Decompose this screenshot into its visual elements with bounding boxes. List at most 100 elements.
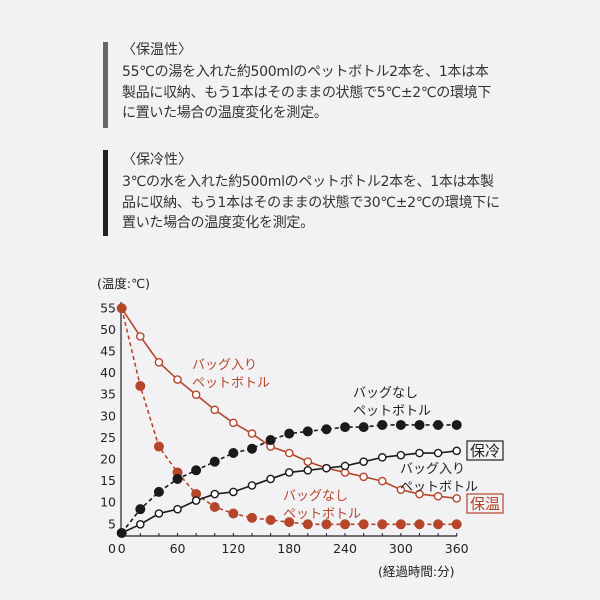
data-point <box>303 457 313 466</box>
data-point <box>266 474 275 484</box>
y-tick-label: 10 <box>100 495 116 510</box>
data-point <box>246 512 257 523</box>
data-point <box>302 519 313 530</box>
data-point <box>396 485 406 495</box>
data-point <box>340 461 350 471</box>
data-point <box>210 405 220 415</box>
y-tick-label: 45 <box>100 344 116 359</box>
data-point <box>415 489 424 499</box>
data-point <box>247 481 257 490</box>
x-tick-label: 240 <box>333 541 357 556</box>
data-point <box>153 441 164 452</box>
data-point <box>116 303 127 314</box>
data-point <box>452 446 462 456</box>
data-point <box>377 419 388 430</box>
data-point <box>284 517 295 528</box>
data-point <box>321 424 332 435</box>
section-bar-cold <box>103 150 108 236</box>
data-point <box>340 519 351 530</box>
data-point <box>265 514 276 525</box>
y-tick-label: 15 <box>100 473 116 488</box>
section-text: 55℃の湯を入れた約500mlのペットボトル2本を、1本は本 <box>122 64 489 80</box>
data-point <box>135 504 146 515</box>
data-point <box>415 448 424 458</box>
annotation-cold-nobag: バッグなしペットボトル <box>353 386 431 419</box>
y-tick-label: 40 <box>100 365 116 380</box>
warm-group-label: 保温 <box>470 495 500 513</box>
data-point <box>173 375 182 384</box>
data-point <box>340 422 351 433</box>
x-tick-label: 0 <box>108 541 116 556</box>
data-point <box>154 509 164 518</box>
data-point <box>191 390 201 400</box>
data-point <box>247 429 257 438</box>
data-point <box>284 468 294 477</box>
data-point <box>433 419 444 430</box>
x-tick-label: 60 <box>170 541 186 556</box>
x-tick-label: 0 <box>118 541 126 556</box>
y-axis-label: (温度:℃) <box>97 276 150 291</box>
data-point <box>172 473 183 484</box>
section-text: 製品に収納、もう1本はそのままの状態で5℃±2℃の環境下 <box>122 84 492 101</box>
data-point <box>209 502 220 513</box>
data-point <box>284 448 294 458</box>
data-point <box>228 448 239 459</box>
annotation-cold-bag: バッグ入りペットボトル <box>400 462 478 495</box>
section-text: 3℃の水を入れた約500mlのペットボトル2本を、1本は本製 <box>122 174 494 190</box>
y-tick-label: 55 <box>100 300 116 315</box>
annotation-warm-bag: バッグ入りペットボトル <box>192 358 270 391</box>
data-point <box>452 494 462 503</box>
x-tick-label: 360 <box>445 541 469 556</box>
cold-group-label: 保冷 <box>470 442 500 460</box>
data-point <box>359 472 368 482</box>
data-point <box>433 491 443 501</box>
data-point <box>451 519 462 530</box>
warm-group-box <box>466 493 504 514</box>
data-point <box>395 419 406 430</box>
section-cold: 〈保冷性〉 3℃の水を入れた約500mlのペットボトル2本を、1本は本製 品に収… <box>122 150 522 234</box>
y-tick-label: 30 <box>100 408 116 423</box>
data-point <box>358 519 369 530</box>
data-point <box>414 419 425 430</box>
data-point <box>377 453 387 462</box>
series-cold-bag <box>117 446 462 538</box>
series-cold-nobag <box>116 419 462 538</box>
data-point <box>396 450 406 460</box>
y-tick-label: 35 <box>100 387 116 402</box>
data-point <box>359 457 368 466</box>
x-tick-label: 120 <box>221 541 245 556</box>
data-point <box>136 520 145 529</box>
data-point <box>284 428 295 439</box>
data-point <box>210 489 220 499</box>
data-point <box>153 486 164 497</box>
data-point <box>322 463 331 473</box>
data-point <box>302 426 313 437</box>
data-point <box>209 456 220 467</box>
annotation-warm-nobag: バッグなしペットボトル <box>283 489 361 522</box>
data-point <box>136 332 145 341</box>
series-warm-nobag <box>116 303 462 530</box>
section-heading: 〈保冷性〉 <box>122 152 192 168</box>
data-point <box>433 519 444 530</box>
data-point <box>377 519 388 530</box>
data-point <box>228 508 239 519</box>
x-axis-label: (経過時間:分) <box>378 564 454 579</box>
cold-group-box <box>466 440 504 461</box>
data-point <box>433 448 443 458</box>
data-point <box>321 519 332 530</box>
data-point <box>154 357 164 367</box>
data-point <box>414 519 425 530</box>
data-point <box>135 381 146 392</box>
section-text: 品に収納、もう1本はそのままの状態で30℃±2℃の環境下に <box>122 194 500 211</box>
data-point <box>246 443 257 454</box>
y-tick-label: 5 <box>108 516 116 531</box>
section-heading: 〈保温性〉 <box>122 42 192 58</box>
y-tick-label: 50 <box>100 322 116 337</box>
section-text: 置いた場合の温度変化を測定。 <box>122 215 314 231</box>
data-point <box>303 465 313 475</box>
section-text: に置いた場合の温度変化を測定。 <box>122 105 328 121</box>
data-point <box>451 419 462 430</box>
data-point <box>229 487 238 497</box>
data-point <box>191 465 202 476</box>
